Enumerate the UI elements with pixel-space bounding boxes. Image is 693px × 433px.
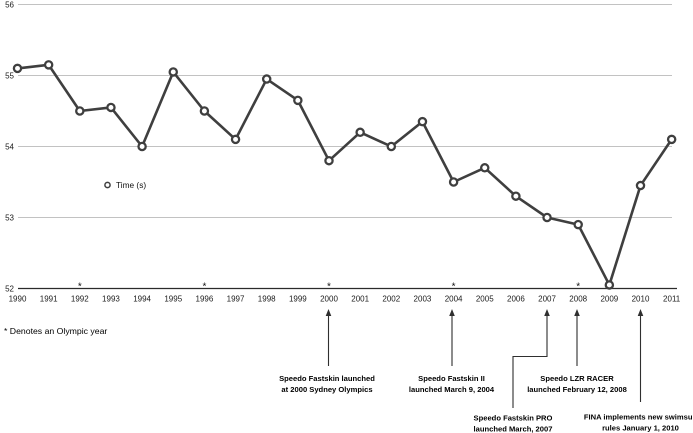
year-label: 1995 <box>164 295 182 304</box>
year-label: 2006 <box>507 295 525 304</box>
gridlines-layer <box>18 4 677 290</box>
year-label: 1996 <box>196 295 214 304</box>
annotation-text-2000: Speedo Fastskin launched <box>279 374 375 383</box>
annotation-text-2000: at 2000 Sydney Olympics <box>281 385 372 394</box>
arrow-up-icon <box>574 309 580 316</box>
olympic-asterisk: * <box>202 282 206 293</box>
y-tick-label: 52 <box>5 284 14 293</box>
data-point-1990 <box>12 63 23 74</box>
year-label: 2003 <box>414 295 432 304</box>
olympic-asterisk: * <box>576 282 580 293</box>
olympic-asterisk: * <box>452 282 456 293</box>
year-label: 2002 <box>382 295 400 304</box>
year-label: 2007 <box>538 295 556 304</box>
y-tick-label: 54 <box>5 142 14 151</box>
annotation-text-2004: Speedo Fastskin II <box>418 374 485 383</box>
data-point-1995 <box>168 67 178 77</box>
legend-label: Time (s) <box>116 180 146 190</box>
y-tick-label: 55 <box>5 71 14 80</box>
data-point-1993 <box>106 102 116 113</box>
arrow-up-icon <box>449 309 455 316</box>
annotation-text-2007: Speedo Fastskin PRO <box>474 414 553 423</box>
year-label: 1990 <box>9 295 27 304</box>
data-point-2008 <box>573 219 583 230</box>
y-axis-labels: 52 53 54 55 56 <box>5 0 14 293</box>
annotation-text-2008: launched February 12, 2008 <box>527 385 627 394</box>
year-label: 1999 <box>289 295 307 304</box>
year-label: 2001 <box>351 295 369 304</box>
annotation-connector-2007 <box>512 315 548 408</box>
year-label: 2010 <box>632 295 650 304</box>
annotations-layer: Speedo Fastskin launched at 2000 Sydney O… <box>279 309 693 433</box>
time-series <box>12 60 677 290</box>
data-point-1996 <box>199 106 210 116</box>
data-point-1999 <box>293 95 303 106</box>
annotation-text-2010: rules January 1, 2010 <box>602 424 679 433</box>
data-point-1992 <box>75 106 85 116</box>
data-point-1997 <box>230 134 241 145</box>
olympic-asterisk: * <box>78 282 82 293</box>
data-point-2009 <box>604 280 615 290</box>
year-label: 1998 <box>258 295 276 304</box>
data-point-2006 <box>511 191 521 201</box>
year-label: 1992 <box>71 295 89 304</box>
y-tick-label: 53 <box>5 213 14 222</box>
olympic-footnote: * Denotes an Olympic year <box>4 326 107 336</box>
data-point-2001 <box>355 127 365 138</box>
data-point-1991 <box>43 60 54 70</box>
annotation-text-2004: launched March 9, 2004 <box>409 385 495 394</box>
year-label: 1994 <box>133 295 151 304</box>
year-label: 2005 <box>476 295 494 304</box>
year-label: 1993 <box>102 295 120 304</box>
year-label: 2009 <box>600 295 618 304</box>
year-label: 2000 <box>320 295 338 304</box>
year-label: 2011 <box>663 295 681 304</box>
legend: Time (s) <box>104 180 146 190</box>
olympic-year-asterisks: * * * * * <box>78 282 580 293</box>
arrow-up-icon <box>637 309 644 316</box>
year-label: 2008 <box>569 295 587 304</box>
data-point-2002 <box>386 141 397 152</box>
x-axis-labels: 1990 1991 1992 1993 1994 1995 1996 1997 1998 1999… <box>9 295 681 304</box>
annotation-text-2008: Speedo LZR RACER <box>540 374 614 383</box>
data-point-2000 <box>324 155 334 166</box>
annotation-text-2007: launched March, 2007 <box>474 425 553 433</box>
olympic-asterisk: * <box>327 282 331 293</box>
arrow-up-icon <box>325 309 332 316</box>
data-point-2004 <box>448 177 459 187</box>
data-point-1998 <box>261 74 272 84</box>
data-point-2005 <box>479 163 490 173</box>
data-point-2011 <box>666 134 677 145</box>
annotation-text-2010: FINA implements new swimsuit <box>584 413 693 422</box>
time-series-line <box>16 63 673 287</box>
data-point-2007 <box>542 212 552 223</box>
year-label: 1997 <box>227 295 245 304</box>
arrow-up-icon <box>544 309 550 316</box>
year-label: 1991 <box>40 295 58 304</box>
data-point-1994 <box>137 141 147 152</box>
legend-marker-icon <box>104 181 111 189</box>
year-label: 2004 <box>445 295 463 304</box>
data-point-2010 <box>635 180 646 191</box>
data-point-2003 <box>417 116 428 127</box>
y-tick-label: 56 <box>5 0 14 9</box>
